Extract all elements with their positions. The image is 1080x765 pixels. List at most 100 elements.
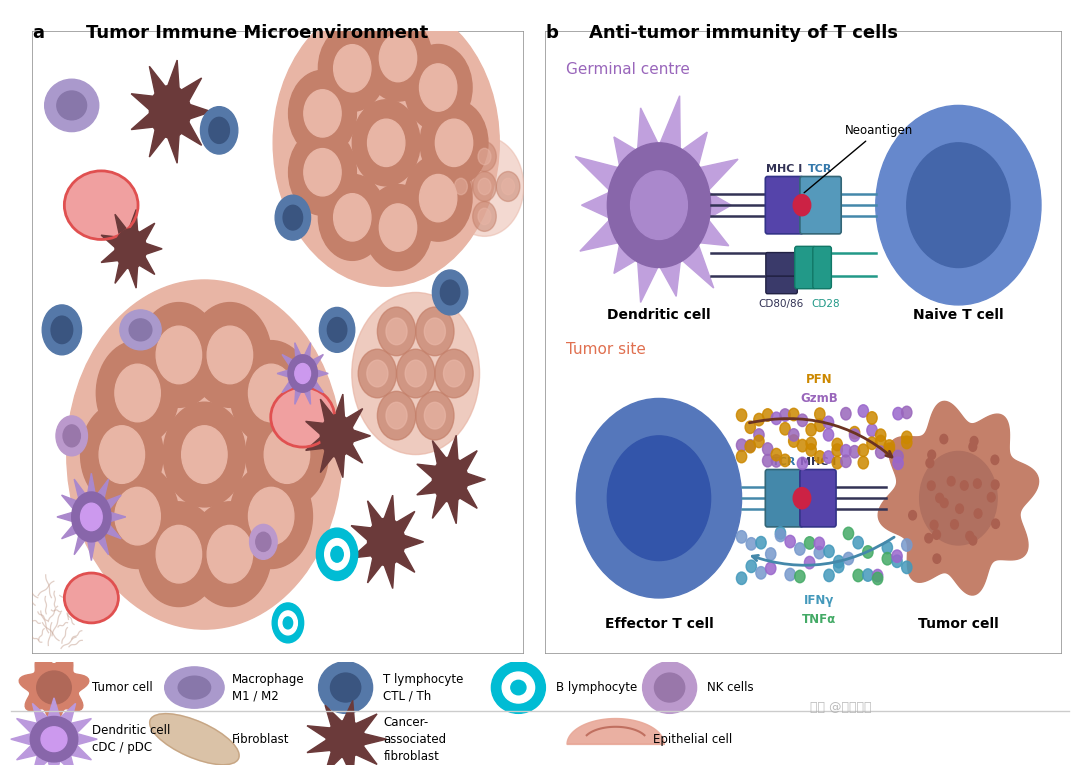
Circle shape (832, 438, 842, 451)
Polygon shape (580, 220, 618, 251)
Circle shape (478, 178, 491, 195)
Circle shape (797, 439, 808, 452)
Text: B lymphocyte: B lymphocyte (556, 681, 637, 694)
Circle shape (814, 537, 824, 549)
Circle shape (933, 530, 941, 539)
Polygon shape (129, 210, 137, 231)
Polygon shape (295, 390, 300, 405)
Text: b: b (545, 24, 558, 43)
Circle shape (319, 174, 387, 260)
Polygon shape (16, 745, 37, 760)
Circle shape (920, 451, 997, 545)
Text: Fibroblast: Fibroblast (232, 733, 289, 746)
FancyBboxPatch shape (545, 31, 1062, 654)
Circle shape (248, 364, 294, 422)
Polygon shape (347, 444, 363, 463)
Polygon shape (660, 96, 680, 148)
Circle shape (863, 545, 873, 558)
Circle shape (157, 326, 202, 384)
Circle shape (832, 444, 842, 457)
Polygon shape (460, 489, 477, 509)
Circle shape (867, 424, 877, 437)
Circle shape (737, 409, 746, 422)
Circle shape (793, 194, 811, 216)
Text: PFN: PFN (806, 373, 833, 386)
Circle shape (272, 603, 303, 643)
Polygon shape (367, 558, 381, 583)
Text: a: a (32, 24, 44, 43)
Polygon shape (307, 740, 330, 753)
Circle shape (771, 454, 782, 467)
Polygon shape (62, 495, 77, 509)
Polygon shape (102, 235, 118, 247)
Circle shape (334, 44, 370, 92)
Circle shape (631, 171, 687, 239)
Circle shape (788, 435, 799, 448)
Circle shape (249, 524, 278, 559)
Circle shape (966, 532, 973, 541)
Circle shape (449, 171, 473, 201)
Circle shape (81, 503, 103, 531)
Circle shape (114, 364, 160, 422)
Circle shape (435, 349, 473, 398)
Circle shape (96, 340, 179, 445)
Circle shape (283, 205, 302, 230)
Circle shape (885, 443, 894, 455)
Circle shape (793, 487, 811, 509)
Text: Macrophage
M1 / M2: Macrophage M1 / M2 (232, 672, 305, 702)
Circle shape (441, 280, 460, 304)
Circle shape (432, 270, 468, 315)
Text: Tumor cell: Tumor cell (918, 617, 999, 630)
Circle shape (991, 519, 999, 529)
Text: Cancer-
associated
fibroblast: Cancer- associated fibroblast (383, 716, 446, 763)
Polygon shape (683, 246, 714, 288)
Circle shape (181, 426, 227, 483)
Circle shape (780, 454, 791, 467)
Circle shape (327, 317, 347, 342)
Circle shape (319, 25, 387, 112)
Circle shape (987, 493, 995, 502)
Circle shape (876, 435, 886, 448)
Circle shape (797, 414, 808, 427)
Polygon shape (149, 67, 165, 93)
Polygon shape (102, 250, 118, 262)
Polygon shape (106, 526, 121, 539)
Circle shape (432, 457, 468, 502)
Circle shape (149, 86, 191, 138)
Circle shape (882, 542, 892, 554)
Polygon shape (581, 193, 608, 217)
Circle shape (991, 455, 999, 464)
Circle shape (876, 446, 886, 458)
Circle shape (885, 444, 894, 457)
Circle shape (273, 0, 499, 286)
Circle shape (754, 428, 765, 441)
Polygon shape (307, 726, 330, 738)
Circle shape (843, 552, 853, 565)
Polygon shape (343, 756, 354, 765)
Polygon shape (404, 536, 423, 549)
Polygon shape (305, 390, 311, 405)
Circle shape (96, 464, 179, 568)
Circle shape (928, 481, 935, 490)
Polygon shape (313, 354, 323, 366)
Circle shape (230, 340, 312, 445)
Polygon shape (613, 246, 635, 273)
FancyBboxPatch shape (800, 177, 841, 234)
Circle shape (81, 402, 163, 507)
Circle shape (416, 392, 454, 440)
Polygon shape (460, 451, 477, 470)
Circle shape (754, 435, 765, 448)
Circle shape (940, 435, 948, 444)
Ellipse shape (57, 91, 86, 120)
Circle shape (303, 148, 341, 196)
Circle shape (754, 413, 765, 426)
Circle shape (823, 428, 834, 441)
Circle shape (501, 178, 514, 195)
Polygon shape (114, 262, 126, 283)
Circle shape (319, 662, 373, 713)
Circle shape (824, 569, 834, 581)
Polygon shape (75, 479, 84, 498)
Circle shape (230, 464, 312, 568)
Circle shape (795, 542, 805, 555)
Circle shape (364, 184, 432, 271)
